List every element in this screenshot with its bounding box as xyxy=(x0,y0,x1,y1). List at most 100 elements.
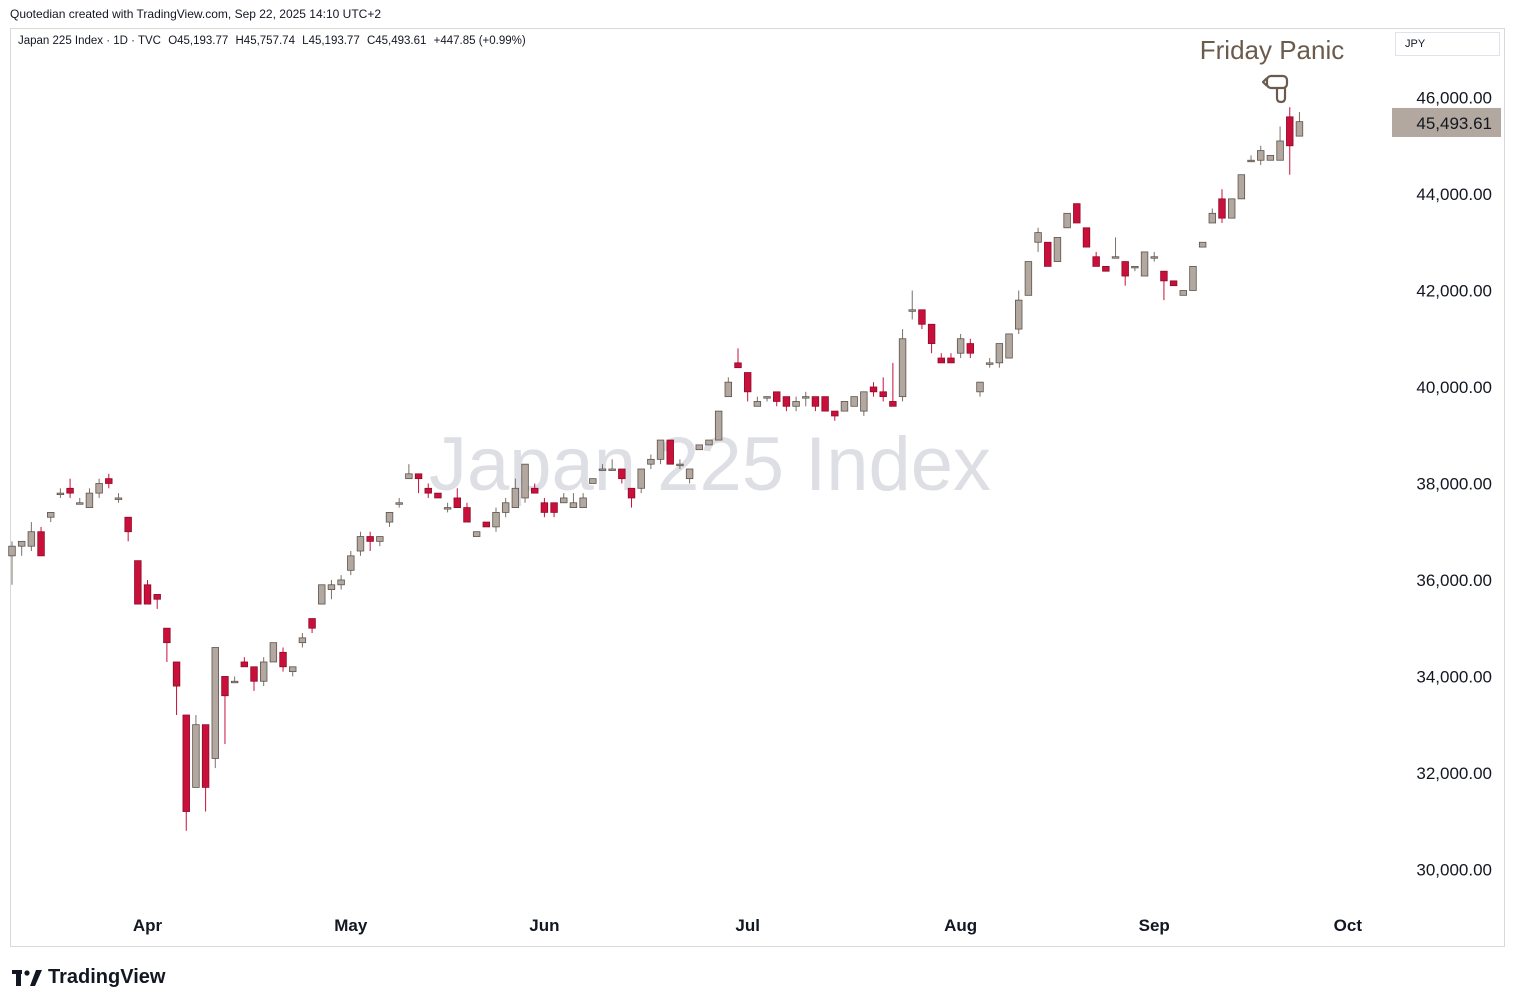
candle-body[interactable] xyxy=(879,391,887,398)
candle-body[interactable] xyxy=(618,468,626,480)
candle-body[interactable] xyxy=(666,439,674,465)
candle-body[interactable] xyxy=(598,468,607,471)
candle-body[interactable] xyxy=(259,661,268,682)
candle-body[interactable] xyxy=(405,473,413,480)
candle-body[interactable] xyxy=(966,343,975,354)
candle-body[interactable] xyxy=(976,381,984,393)
candle-body[interactable] xyxy=(289,666,297,673)
candle-body[interactable] xyxy=(1121,261,1129,277)
candle-body[interactable] xyxy=(1015,299,1023,330)
candle-body[interactable] xyxy=(347,555,355,571)
candle-body[interactable] xyxy=(250,666,258,682)
candle-body[interactable] xyxy=(1005,333,1013,359)
candle-body[interactable] xyxy=(656,439,665,460)
candle-body[interactable] xyxy=(860,391,868,412)
candle-body[interactable] xyxy=(647,458,655,465)
candle-body[interactable] xyxy=(318,584,326,605)
candle-body[interactable] xyxy=(637,468,645,489)
candle-body[interactable] xyxy=(569,502,578,508)
tradingview-logo[interactable]: TradingView xyxy=(12,966,165,989)
candle-body[interactable] xyxy=(956,338,965,354)
candle-body[interactable] xyxy=(1227,198,1236,219)
candle-body[interactable] xyxy=(85,492,94,508)
candle-body[interactable] xyxy=(947,357,955,364)
candle-body[interactable] xyxy=(811,396,820,407)
candle-body[interactable] xyxy=(1208,212,1217,224)
legend-title[interactable]: Japan 225 Index · 1D · TVC xyxy=(18,35,161,47)
candle-body[interactable] xyxy=(424,487,432,494)
candle-body[interactable] xyxy=(531,487,539,494)
candle-body[interactable] xyxy=(511,487,520,508)
candle-body[interactable] xyxy=(1179,290,1187,296)
candle-body[interactable] xyxy=(143,584,152,605)
candle-body[interactable] xyxy=(153,594,161,600)
candle-body[interactable] xyxy=(1140,251,1149,277)
candle-body[interactable] xyxy=(908,309,916,312)
candle-body[interactable] xyxy=(124,516,132,533)
candle-body[interactable] xyxy=(840,401,849,412)
candle-body[interactable] xyxy=(201,724,210,788)
candle-body[interactable] xyxy=(17,540,26,547)
candle-body[interactable] xyxy=(869,386,878,393)
candle-body[interactable] xyxy=(792,401,800,407)
candle-body[interactable] xyxy=(492,512,500,528)
candle-body[interactable] xyxy=(782,396,791,407)
candle-body[interactable] xyxy=(327,584,336,591)
candle-body[interactable] xyxy=(1295,121,1304,137)
currency-selector[interactable]: JPY xyxy=(1395,32,1500,56)
candle-body[interactable] xyxy=(163,627,171,644)
candle-body[interactable] xyxy=(172,661,181,687)
candle-body[interactable] xyxy=(482,521,491,528)
candle-body[interactable] xyxy=(1160,270,1168,282)
candle-body[interactable] xyxy=(66,487,74,494)
candle-body[interactable] xyxy=(269,642,278,663)
candle-body[interactable] xyxy=(221,676,229,697)
candle-body[interactable] xyxy=(1189,265,1197,291)
candle-body[interactable] xyxy=(1082,227,1091,248)
candle-body[interactable] xyxy=(695,444,703,451)
candle-body[interactable] xyxy=(1111,256,1120,259)
candle-body[interactable] xyxy=(608,468,616,471)
candle-body[interactable] xyxy=(453,497,461,508)
candle-body[interactable] xyxy=(521,463,529,499)
candle-body[interactable] xyxy=(8,545,16,557)
candle-body[interactable] xyxy=(1150,256,1158,259)
candle-body[interactable] xyxy=(134,560,142,605)
candle-body[interactable] xyxy=(501,502,510,513)
candle-body[interactable] xyxy=(1092,256,1100,267)
candle-body[interactable] xyxy=(27,531,36,547)
candle-body[interactable] xyxy=(676,463,684,467)
candle-body[interactable] xyxy=(724,381,733,398)
candle-body[interactable] xyxy=(240,661,249,668)
candle-body[interactable] xyxy=(889,401,897,407)
candle-body[interactable] xyxy=(395,502,403,505)
candle-body[interactable] xyxy=(230,680,239,684)
candle-body[interactable] xyxy=(56,492,65,496)
candle-body[interactable] xyxy=(850,396,858,407)
candle-body[interactable] xyxy=(995,343,1004,364)
candle-body[interactable] xyxy=(76,502,84,505)
candle-body[interactable] xyxy=(1276,140,1284,161)
candle-body[interactable] xyxy=(1053,237,1062,262)
candle-body[interactable] xyxy=(579,497,587,508)
candle-body[interactable] xyxy=(298,637,307,644)
candle-body[interactable] xyxy=(114,497,123,500)
candle-body[interactable] xyxy=(937,357,945,364)
candle-body[interactable] xyxy=(802,396,810,399)
candle-body[interactable] xyxy=(550,502,558,513)
candle-body[interactable] xyxy=(734,362,742,369)
candle-body[interactable] xyxy=(385,512,394,523)
candle-body[interactable] xyxy=(1063,212,1071,229)
candle-body[interactable] xyxy=(1257,150,1265,161)
candle-body[interactable] xyxy=(985,362,994,365)
candle-body[interactable] xyxy=(918,309,926,325)
candle-body[interactable] xyxy=(1024,261,1033,296)
candle-body[interactable] xyxy=(831,410,839,417)
candle-body[interactable] xyxy=(589,478,597,484)
candle-body[interactable] xyxy=(414,473,423,480)
candle-body[interactable] xyxy=(1131,265,1139,269)
candle-body[interactable] xyxy=(1198,241,1207,248)
candle-body[interactable] xyxy=(714,410,723,441)
candle-body[interactable] xyxy=(763,396,771,399)
